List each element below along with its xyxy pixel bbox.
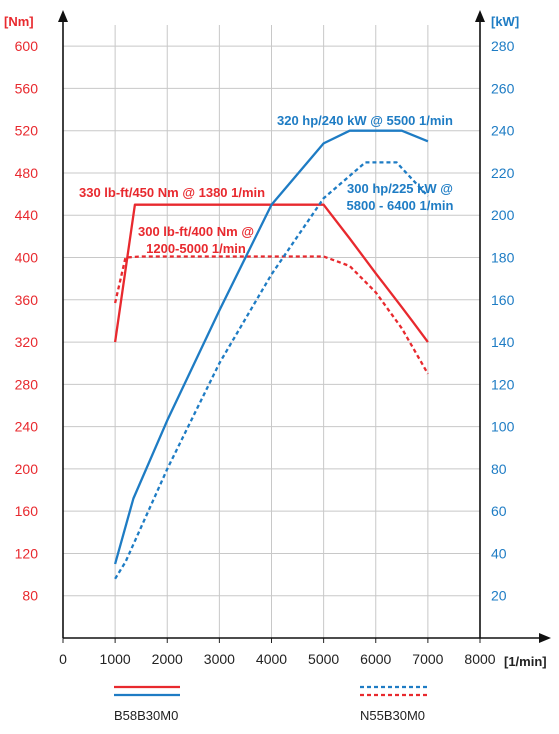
y-right-tick-label: 200 xyxy=(491,207,515,223)
series-line-b58b30m0-torque xyxy=(113,203,429,343)
curves xyxy=(113,129,429,580)
y-left-tick-label: 520 xyxy=(15,123,39,139)
annotations: 330 lb-ft/450 Nm @ 1380 1/min 300 lb-ft/… xyxy=(79,113,454,256)
y-left-tick-label: 600 xyxy=(15,38,39,54)
y-left-tick-label: 120 xyxy=(15,545,39,561)
x-tick-label: 0 xyxy=(59,651,67,667)
y-left-tick-label: 360 xyxy=(15,292,39,308)
grid xyxy=(63,25,480,638)
y-right-tick-label: 140 xyxy=(491,334,515,350)
x-unit-label: [1/min] xyxy=(504,654,547,669)
y-left-tick-label: 200 xyxy=(15,461,39,477)
y-right-axis-arrow xyxy=(475,10,485,22)
y-left-tick-label: 240 xyxy=(15,419,39,435)
y-right-tick-label: 220 xyxy=(491,165,515,181)
y-right-tick-label: 160 xyxy=(491,292,515,308)
x-tick-label: 8000 xyxy=(464,651,495,667)
y-right-tick-label: 100 xyxy=(491,419,515,435)
x-tick-label: 2000 xyxy=(152,651,183,667)
y-left-tick-label: 280 xyxy=(15,376,39,392)
axes xyxy=(58,10,551,643)
annotation-n55-power-line1: 300 hp/225 kW @ xyxy=(347,181,453,196)
annotation-n55-power-line2: 5800 - 6400 1/min xyxy=(347,198,454,213)
y-left-tick-label: 160 xyxy=(15,503,39,519)
x-tick-label: 7000 xyxy=(412,651,443,667)
x-tick-label: 3000 xyxy=(204,651,235,667)
y-right-tick-label: 120 xyxy=(491,376,515,392)
x-tick-label: 5000 xyxy=(308,651,339,667)
series-line-b58b30m0-power xyxy=(113,129,429,565)
annotation-n55-torque-line2: 1200-5000 1/min xyxy=(146,241,246,256)
annotation-b58-torque: 330 lb-ft/450 Nm @ 1380 1/min xyxy=(79,185,265,200)
annotation-n55-torque-line1: 300 lb-ft/400 Nm @ xyxy=(138,224,254,239)
y-right-tick-label: 240 xyxy=(491,123,515,139)
y-left-tick-label: 480 xyxy=(15,165,39,181)
y-right-unit-label: [kW] xyxy=(491,14,519,29)
tick-labels: 8012016020024028032036040044048052056060… xyxy=(15,38,515,667)
legend: B58B30M0 N55B30M0 xyxy=(114,685,430,723)
y-left-axis-arrow xyxy=(58,10,68,22)
x-tick-label: 6000 xyxy=(360,651,391,667)
y-right-tick-label: 280 xyxy=(491,38,515,54)
y-left-tick-label: 320 xyxy=(15,334,39,350)
y-left-tick-label: 440 xyxy=(15,207,39,223)
y-left-tick-label: 560 xyxy=(15,80,39,96)
annotation-b58-power: 320 hp/240 kW @ 5500 1/min xyxy=(277,113,453,128)
y-left-tick-label: 400 xyxy=(15,250,39,266)
legend-label-b58: B58B30M0 xyxy=(114,708,178,723)
x-tick-label: 4000 xyxy=(256,651,287,667)
y-right-tick-label: 40 xyxy=(491,545,507,561)
y-left-unit-label: [Nm] xyxy=(4,14,34,29)
y-left-tick-label: 80 xyxy=(22,588,38,604)
y-right-tick-label: 180 xyxy=(491,250,515,266)
x-tick-label: 1000 xyxy=(100,651,131,667)
legend-label-n55: N55B30M0 xyxy=(360,708,425,723)
x-axis-arrow xyxy=(539,633,551,643)
series-line-n55b30m0-torque xyxy=(113,255,429,375)
y-right-tick-label: 260 xyxy=(491,80,515,96)
y-right-tick-label: 20 xyxy=(491,588,507,604)
y-right-tick-label: 80 xyxy=(491,461,507,477)
y-right-tick-label: 60 xyxy=(491,503,507,519)
